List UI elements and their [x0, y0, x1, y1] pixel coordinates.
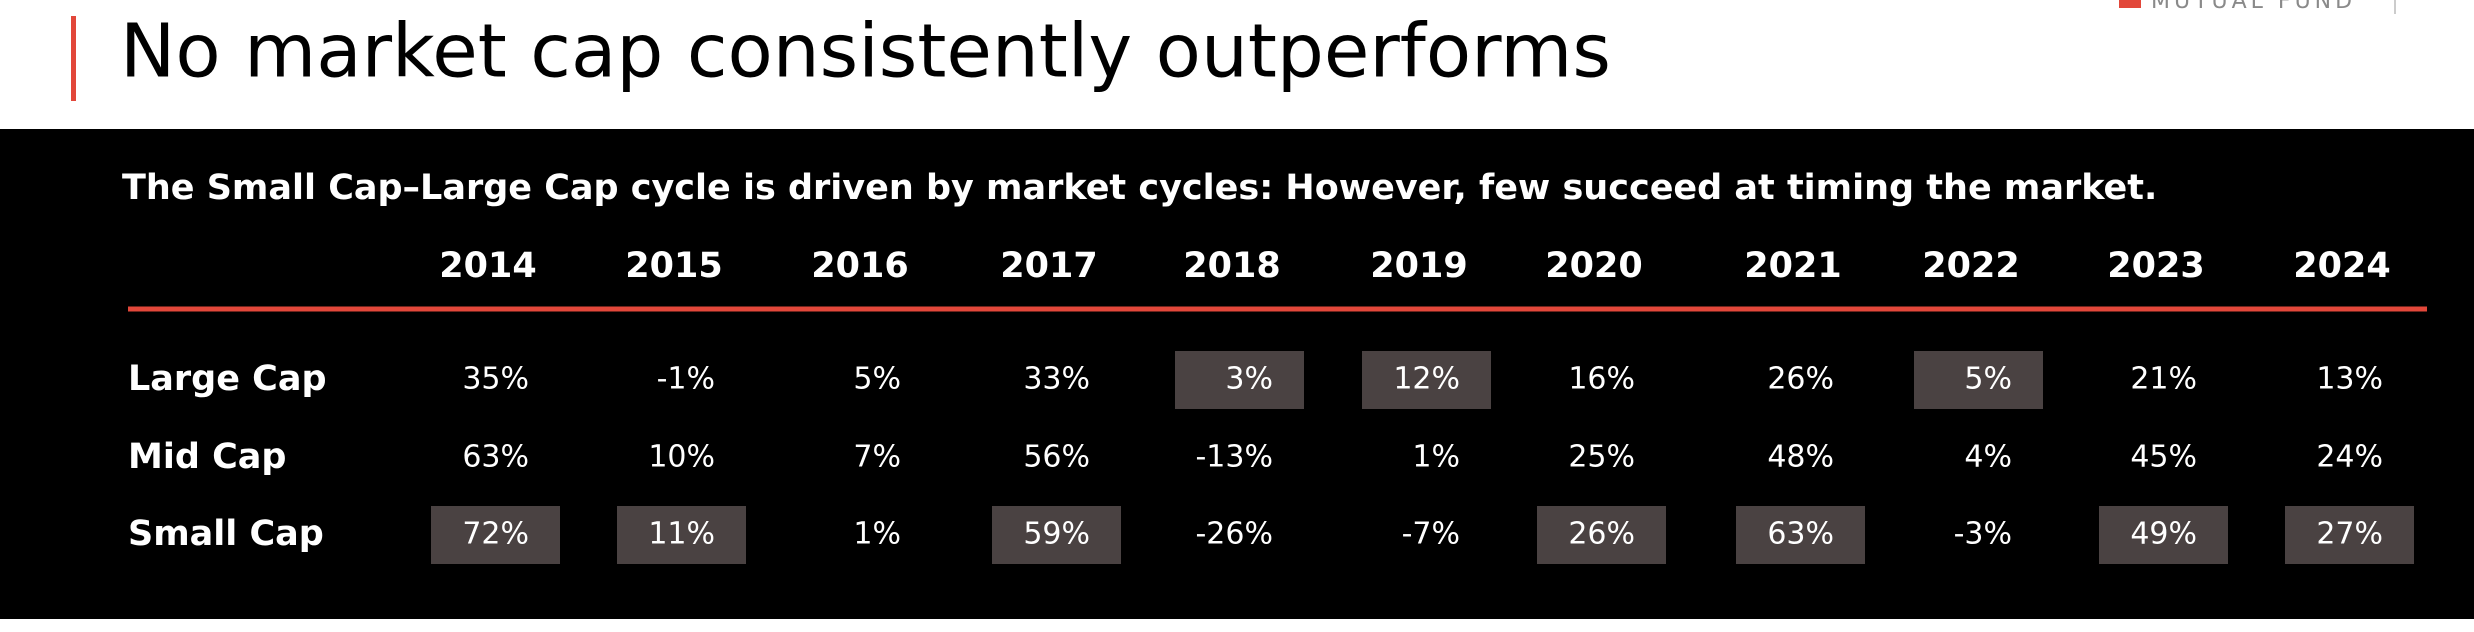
cell-value: 4%	[1964, 440, 2012, 475]
row-label: Large Cap	[128, 359, 327, 399]
cell-value: 72%	[462, 517, 529, 552]
cell-value: 49%	[2130, 517, 2197, 552]
cell-value: 59%	[1023, 517, 1090, 552]
cell-value: 10%	[648, 440, 715, 475]
logo-mark	[2119, 0, 2141, 8]
cell-value: -3%	[1954, 517, 2012, 552]
cell-value: 45%	[2130, 440, 2197, 475]
title-accent	[71, 16, 76, 101]
highlight-cell	[431, 506, 560, 564]
cell-value: -13%	[1195, 440, 1273, 475]
cell-value: 63%	[462, 440, 529, 475]
row-label: Small Cap	[128, 514, 324, 554]
column-header: 2018	[1183, 246, 1280, 286]
column-header: 2019	[1370, 246, 1467, 286]
title: No market cap consistently outperforms	[120, 9, 1611, 95]
highlight-cell	[1736, 506, 1865, 564]
subtitle: The Small Cap–Large Cap cycle is driven …	[122, 168, 2157, 208]
cell-value: -7%	[1402, 517, 1460, 552]
cell-value: 56%	[1023, 440, 1090, 475]
cell-value: 26%	[1568, 517, 1635, 552]
highlight-cell	[2285, 506, 2414, 564]
cell-value: 33%	[1023, 362, 1090, 397]
column-header: 2017	[1000, 246, 1097, 286]
column-header: 2023	[2107, 246, 2204, 286]
cell-value: 7%	[853, 440, 901, 475]
cell-value: 25%	[1568, 440, 1635, 475]
cell-value: 5%	[853, 362, 901, 397]
column-header: 2015	[625, 246, 722, 286]
cell-value: 13%	[2316, 362, 2383, 397]
cell-value: 11%	[648, 517, 715, 552]
column-header: 2016	[811, 246, 908, 286]
highlight-cell	[617, 506, 746, 564]
cell-value: 35%	[462, 362, 529, 397]
cell-value: 63%	[1767, 517, 1834, 552]
table: 2014 2015 2016 2017 2018 2019 2020 2021 2022 2023…	[128, 246, 2414, 564]
row-label: Mid Cap	[128, 437, 286, 477]
column-header: 2022	[1922, 246, 2019, 286]
highlight-cell	[1537, 506, 1666, 564]
logo-text: MUTUAL FUND	[2151, 0, 2356, 14]
highlight-cell	[992, 506, 1121, 564]
column-header: 2024	[2293, 246, 2390, 286]
column-header: 2014	[439, 246, 536, 286]
cell-value: 24%	[2316, 440, 2383, 475]
cell-value: 5%	[1964, 362, 2012, 397]
highlight-cell	[1914, 351, 2043, 409]
cell-value: 48%	[1767, 440, 1834, 475]
cell-value: 3%	[1225, 362, 1273, 397]
cell-value: 27%	[2316, 517, 2383, 552]
highlight-cell	[1175, 351, 1304, 409]
highlight-cell	[2099, 506, 2228, 564]
cell-value: 26%	[1767, 362, 1834, 397]
cell-value: 1%	[853, 517, 901, 552]
column-header: 2020	[1545, 246, 1642, 286]
cell-value: 16%	[1568, 362, 1635, 397]
cell-value: -26%	[1195, 517, 1273, 552]
cell-value: 1%	[1412, 440, 1460, 475]
cell-value: 12%	[1393, 362, 1460, 397]
cell-value: 21%	[2130, 362, 2197, 397]
column-header: 2021	[1744, 246, 1841, 286]
cell-value: -1%	[657, 362, 715, 397]
highlight-cell	[1362, 351, 1491, 409]
